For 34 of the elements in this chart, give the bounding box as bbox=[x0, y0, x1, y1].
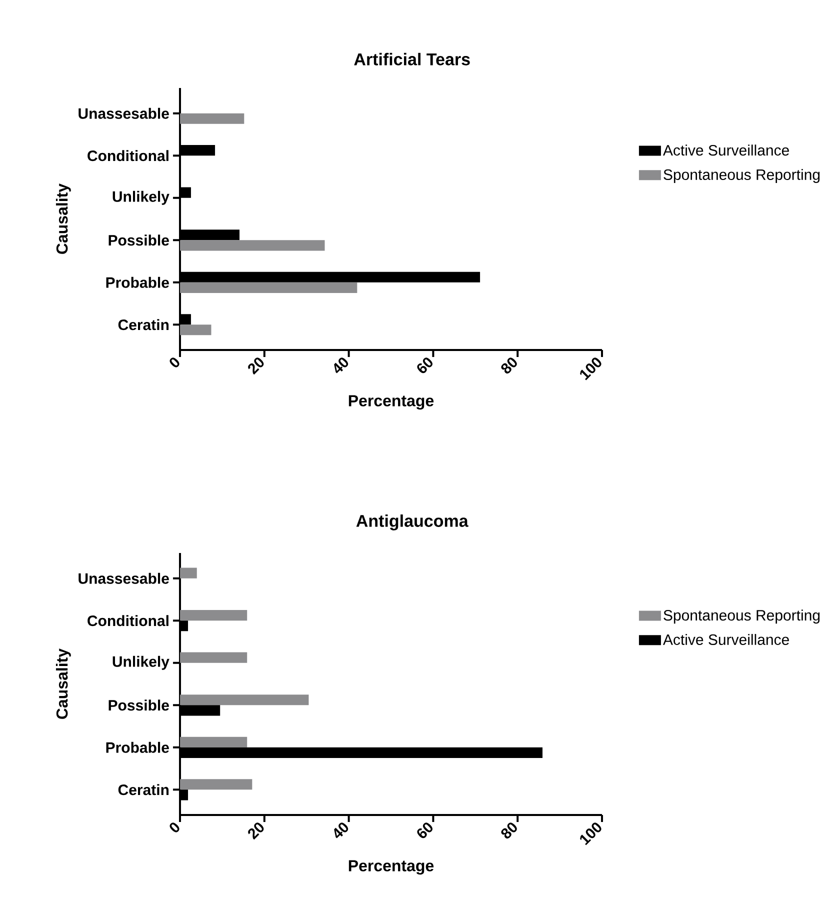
x-tick-label: 40 bbox=[334, 358, 348, 374]
y-tick-label: Ceratin bbox=[118, 319, 169, 330]
y-axis-title: Causality bbox=[56, 184, 72, 254]
x-tick-label: 20 bbox=[248, 822, 264, 840]
x-tick-label: 80 bbox=[501, 822, 518, 838]
chart-title: Antiglaucoma bbox=[356, 514, 469, 530]
chart-title: Artificial Tears bbox=[354, 52, 470, 66]
y-tick-label: Unassesable bbox=[78, 108, 170, 119]
y-tick-label: Probable bbox=[106, 276, 170, 288]
x-tick-label: 40 bbox=[334, 822, 348, 838]
x-tick-label: 80 bbox=[501, 358, 518, 374]
y-tick-label: Unlikely bbox=[113, 190, 170, 205]
x-tick-label: 60 bbox=[417, 822, 433, 838]
y-tick-label: Conditional bbox=[88, 150, 169, 162]
legend-label: Active Surveillance bbox=[663, 144, 790, 156]
x-tick-label: 60 bbox=[417, 358, 433, 374]
y-tick-label: Possible bbox=[108, 234, 170, 246]
x-tick-label: 0 bbox=[170, 358, 180, 368]
y-axis-title: Causality bbox=[56, 648, 72, 719]
legend-label: Spontaneous Reporting bbox=[664, 610, 820, 624]
x-axis-title: Percentage bbox=[349, 395, 434, 410]
x-tick-label: 0 bbox=[170, 822, 180, 832]
y-tick-label: Unlikely bbox=[113, 656, 170, 670]
legend-label: Active Surveillance bbox=[663, 634, 790, 645]
y-tick-label: Conditional bbox=[88, 615, 169, 626]
x-tick-label: 100 bbox=[580, 358, 602, 380]
y-tick-label: Probable bbox=[106, 742, 170, 753]
y-tick-label: Unassesable bbox=[78, 572, 170, 584]
x-axis-title: Percentage bbox=[349, 860, 434, 875]
y-tick-label: Possible bbox=[108, 700, 170, 711]
x-tick-label: 100 bbox=[580, 822, 602, 846]
legend-label: Spontaneous Reporting bbox=[664, 168, 820, 183]
x-tick-label: 20 bbox=[248, 358, 264, 375]
y-tick-label: Ceratin bbox=[118, 784, 169, 796]
